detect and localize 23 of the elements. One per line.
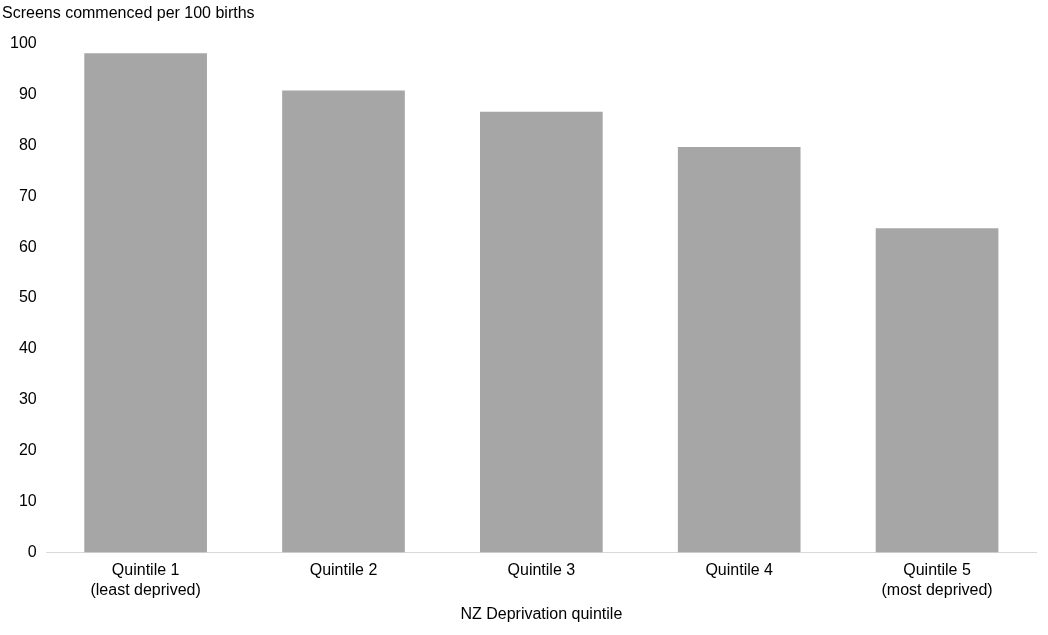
x-tick-label: Quintile 1 (least deprived) xyxy=(90,561,201,598)
y-tick-label: 100 xyxy=(9,34,37,52)
y-tick-label: 50 xyxy=(18,288,37,306)
y-tick-label: 60 xyxy=(18,237,37,255)
y-tick-label: 90 xyxy=(18,84,37,102)
bar xyxy=(875,228,999,553)
y-axis-title: Screens commenced per 100 births xyxy=(2,4,255,22)
x-axis-title: NZ Deprivation quintile xyxy=(460,604,623,622)
x-tick-label: Quintile 2 xyxy=(309,561,378,579)
x-tick-label: Quintile 3 xyxy=(507,561,576,579)
x-tick-label: Quintile 4 xyxy=(705,561,774,579)
y-tick-label: 40 xyxy=(18,339,37,357)
bar xyxy=(84,53,207,553)
y-tick-label: 70 xyxy=(18,186,37,204)
y-tick-label: 20 xyxy=(18,441,37,459)
x-tick-label: Quintile 5 (most deprived) xyxy=(881,561,993,598)
bar xyxy=(677,146,801,553)
y-tick-label: 80 xyxy=(18,135,37,153)
y-tick-label: 10 xyxy=(18,491,37,509)
bar xyxy=(282,90,405,553)
y-tick-label: 30 xyxy=(18,390,37,408)
y-tick-label: 0 xyxy=(27,542,37,560)
bar xyxy=(480,111,603,553)
